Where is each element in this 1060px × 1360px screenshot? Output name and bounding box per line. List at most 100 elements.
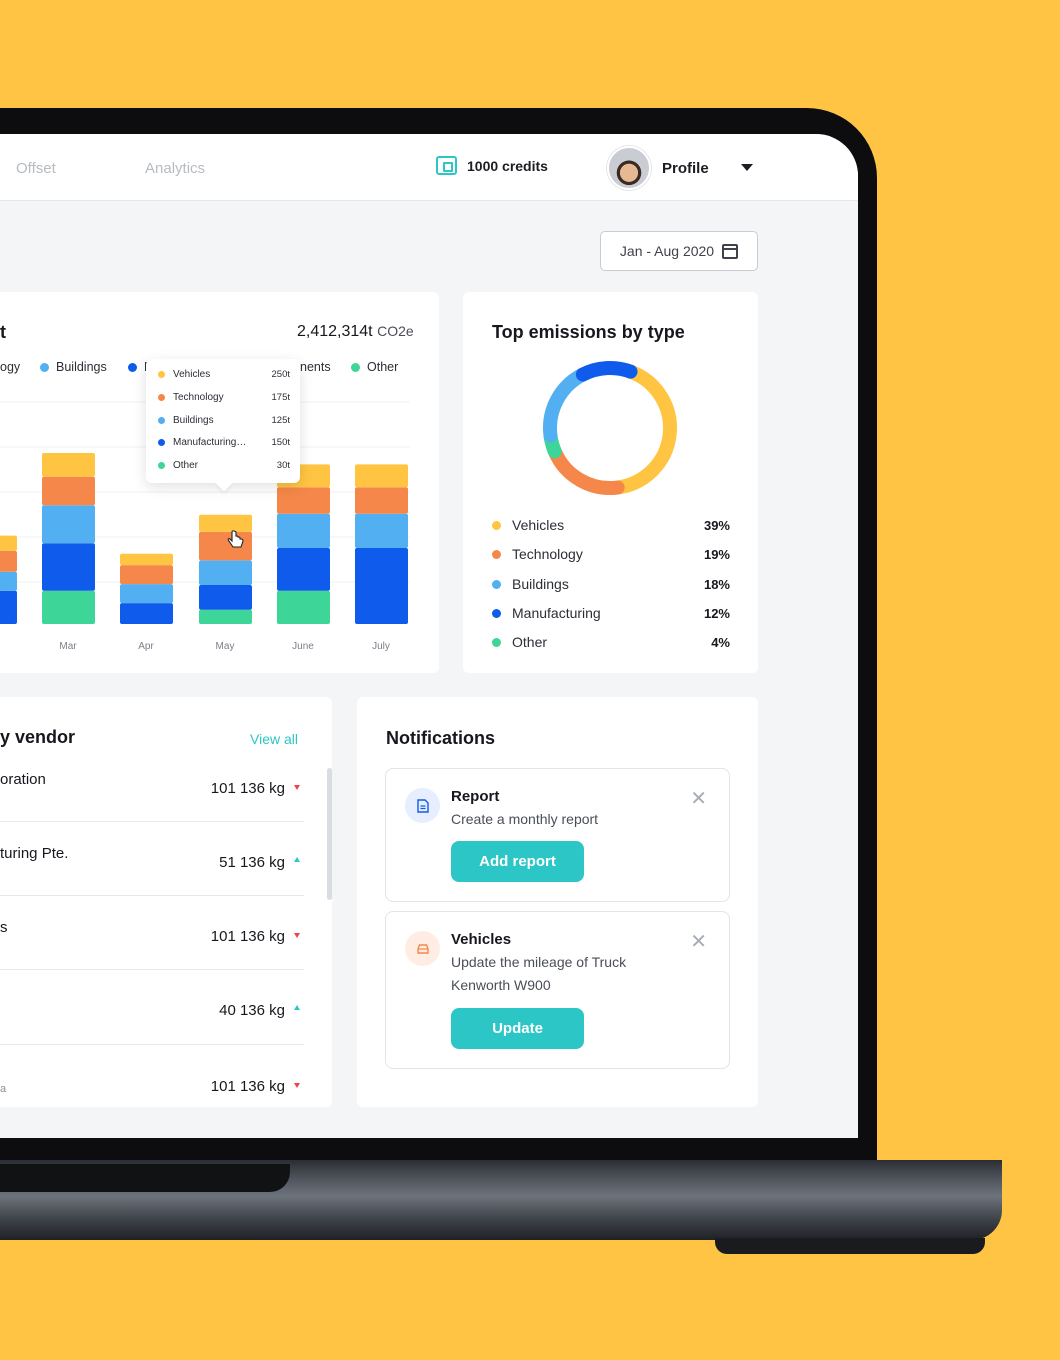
legend-item-technology: ogy [0, 360, 20, 374]
vendor-row[interactable]: oration 101 136 kg [0, 762, 304, 822]
nav-link-analytics[interactable]: Analytics [145, 160, 206, 177]
bar-segment-manufacturing[interactable] [42, 543, 95, 591]
top-emissions-title: Top emissions by type [492, 322, 685, 342]
vendor-row[interactable]: a 101 136 kg [0, 1045, 304, 1107]
notification-text: Update the mileage of Truck Kenworth W90… [451, 954, 627, 993]
donut-legend-label: Technology [512, 546, 583, 562]
tooltip-dot [158, 394, 165, 401]
notification-title: Vehicles [451, 931, 512, 948]
view-all-link[interactable]: View all [250, 731, 298, 747]
tooltip-row-technology: Technology 175t [158, 392, 290, 403]
date-range-picker[interactable]: Jan - Aug 2020 [600, 231, 758, 271]
donut-legend-pct: 18% [703, 576, 730, 592]
vendor-scrollbar[interactable] [327, 768, 332, 900]
legend-item-components: nents [300, 360, 331, 374]
bar-segment-other[interactable] [199, 609, 252, 624]
bar-segment-technology[interactable] [355, 487, 408, 514]
vendor-value: 101 136 kg [210, 1078, 285, 1095]
bar-segment [0, 550, 17, 572]
notification-report: Report Create a monthly report ✕ Add rep… [385, 768, 730, 902]
tooltip-value: 150t [271, 437, 291, 448]
top-nav: Offset Analytics 1000 credits Profile [0, 134, 858, 201]
tooltip-label: Vehicles [173, 369, 211, 380]
calendar-icon [722, 243, 739, 259]
donut-legend-label: Other [512, 634, 548, 650]
bar-segment [0, 590, 17, 624]
bar-segment-vehicles[interactable] [42, 453, 95, 477]
vendor-row[interactable]: 40 136 kg [0, 970, 304, 1045]
tooltip-dot [158, 371, 165, 378]
donut-legend-label: Manufacturing [512, 605, 601, 621]
tooltip-value: 30t [276, 460, 290, 471]
close-icon[interactable]: ✕ [690, 931, 707, 953]
trend-down-icon [294, 1083, 300, 1088]
bar-segment-other[interactable] [277, 590, 330, 624]
document-icon [405, 788, 440, 823]
credits-button[interactable]: 1000 credits [436, 156, 548, 175]
bar-segment-manufacturing[interactable] [199, 585, 252, 610]
bar-segment-buildings[interactable] [120, 584, 173, 604]
legend-dot [351, 362, 360, 372]
legend-label: nents [300, 360, 331, 374]
donut-legend-pct: 4% [711, 634, 730, 650]
legend-dot [492, 579, 501, 589]
donut-slice-manufacturing[interactable] [575, 361, 638, 382]
bar-segment-vehicles[interactable] [120, 553, 173, 566]
trend-up-icon [294, 1005, 300, 1010]
vendor-value: 40 136 kg [219, 1002, 285, 1019]
notification-title: Report [451, 788, 500, 805]
add-report-button[interactable]: Add report [451, 841, 584, 882]
bar-segment-other[interactable] [42, 590, 95, 624]
vendor-row[interactable]: turing Pte. 51 136 kg [0, 822, 304, 896]
x-tick-label: May [216, 641, 235, 652]
bar-segment-buildings[interactable] [199, 560, 252, 586]
emissions-total-unit: CO2e [377, 323, 414, 339]
donut-slice-vehicles[interactable] [610, 364, 677, 495]
donut-legend-buildings: Buildings 18% [492, 576, 730, 592]
wallet-icon [436, 156, 457, 175]
profile-menu[interactable]: Profile [607, 146, 709, 190]
donut-slice-buildings[interactable] [543, 367, 590, 443]
legend-label: Buildings [56, 360, 107, 374]
bar-segment-buildings[interactable] [355, 513, 408, 548]
nav-link-offset[interactable]: Offset [16, 160, 56, 177]
vendor-row[interactable]: s 101 136 kg [0, 896, 304, 970]
tooltip-row-other: Other 30t [158, 460, 290, 471]
chevron-down-icon[interactable] [741, 164, 753, 171]
tooltip-label: Technology [173, 392, 224, 403]
bar-segment [0, 535, 17, 551]
bar-segment-technology[interactable] [120, 565, 173, 585]
tooltip-row-buildings: Buildings 125t [158, 415, 290, 426]
trend-up-icon [294, 857, 300, 862]
x-tick-label: Mar [59, 641, 77, 652]
tooltip-dot [158, 462, 165, 469]
emissions-donut-chart [543, 361, 677, 495]
bar-segment-buildings[interactable] [277, 513, 330, 548]
legend-item-buildings: Buildings [40, 360, 107, 374]
vendor-name: oration [0, 771, 46, 788]
legend-item-other: Other [351, 360, 398, 374]
bar-segment-technology[interactable] [277, 487, 330, 514]
bar-segment-buildings[interactable] [42, 505, 95, 544]
update-button[interactable]: Update [451, 1008, 584, 1049]
laptop-hinge [0, 1164, 290, 1192]
donut-slice-technology[interactable] [547, 444, 625, 495]
bar-segment-manufacturing[interactable] [277, 548, 330, 591]
bar-segment-manufacturing[interactable] [120, 603, 173, 624]
legend-dot [492, 637, 501, 647]
tooltip-dot [158, 417, 165, 424]
bar-segment-vehicles[interactable] [355, 464, 408, 488]
tooltip-label: Manufacturing… [173, 437, 247, 448]
legend-label: ogy [0, 360, 21, 374]
vendor-value: 101 136 kg [210, 928, 285, 945]
legend-dot [492, 608, 501, 618]
close-icon[interactable]: ✕ [690, 788, 707, 810]
avatar [607, 146, 651, 190]
bar-segment-vehicles[interactable] [199, 514, 252, 532]
bar-segment-technology[interactable] [42, 476, 95, 506]
donut-legend-pct: 12% [703, 605, 730, 621]
vendor-name: s [0, 919, 8, 936]
bar-segment-manufacturing[interactable] [355, 548, 408, 624]
legend-dot [492, 520, 501, 530]
tooltip-label: Other [173, 460, 199, 471]
